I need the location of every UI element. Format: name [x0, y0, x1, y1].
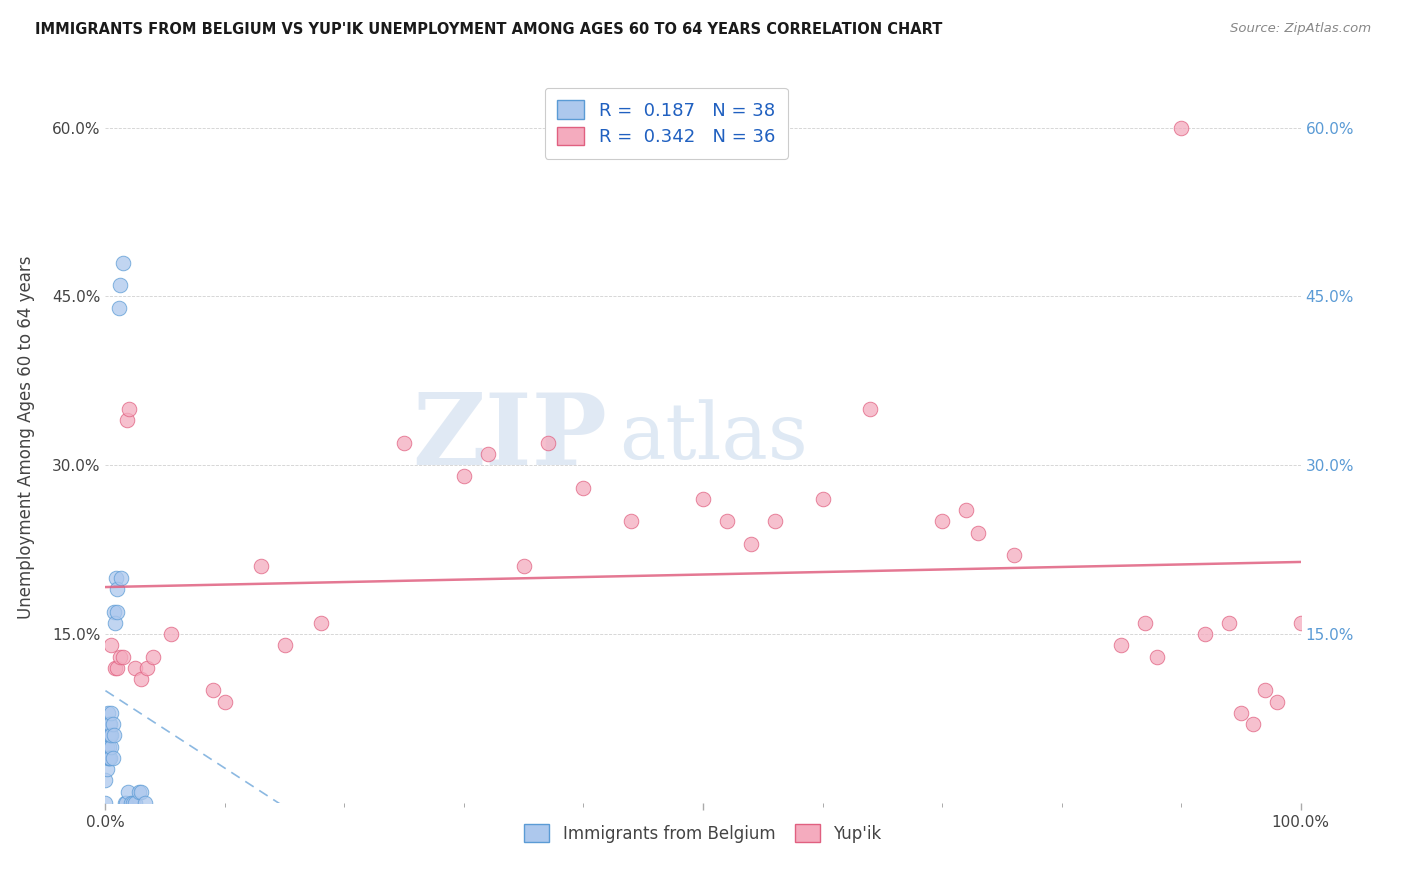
Point	[392, 435, 416, 450]
Point	[716, 515, 738, 529]
Point	[1241, 717, 1264, 731]
Point	[103, 605, 125, 619]
Point	[536, 435, 558, 450]
Point	[118, 401, 141, 416]
Point	[572, 481, 595, 495]
Point	[122, 796, 145, 810]
Point	[98, 739, 121, 754]
Point	[96, 739, 118, 754]
Point	[112, 255, 135, 269]
Point	[250, 559, 273, 574]
Point	[107, 301, 129, 315]
Point	[1133, 615, 1156, 630]
Point	[128, 784, 150, 798]
Point	[98, 751, 121, 765]
Point	[112, 649, 135, 664]
Point	[115, 413, 138, 427]
Point	[114, 796, 136, 810]
Point	[142, 649, 165, 664]
Point	[1194, 627, 1216, 641]
Point	[620, 515, 643, 529]
Point	[104, 661, 127, 675]
Text: ZIP: ZIP	[412, 389, 607, 485]
Point	[129, 672, 153, 686]
Point	[94, 773, 117, 788]
Point	[101, 751, 124, 765]
Point	[1002, 548, 1025, 562]
Point	[160, 627, 183, 641]
Point	[107, 661, 129, 675]
Point	[811, 491, 834, 506]
Point	[107, 605, 129, 619]
Point	[98, 728, 121, 742]
Point	[105, 571, 128, 585]
Point	[94, 796, 117, 810]
Point	[1229, 706, 1251, 720]
Point	[1146, 649, 1168, 664]
Point	[100, 728, 122, 742]
Point	[98, 728, 121, 742]
Point	[101, 717, 124, 731]
Point	[100, 638, 122, 652]
Point	[124, 796, 146, 810]
Point	[97, 751, 120, 765]
Point	[97, 728, 120, 742]
Point	[513, 559, 536, 574]
Text: IMMIGRANTS FROM BELGIUM VS YUP'IK UNEMPLOYMENT AMONG AGES 60 TO 64 YEARS CORRELA: IMMIGRANTS FROM BELGIUM VS YUP'IK UNEMPL…	[35, 22, 942, 37]
Point	[931, 515, 953, 529]
Point	[273, 638, 295, 652]
Point	[1218, 615, 1240, 630]
Point	[129, 784, 153, 798]
Point	[114, 796, 136, 810]
Point	[477, 447, 499, 461]
Point	[214, 694, 236, 708]
Point	[955, 503, 977, 517]
Text: Source: ZipAtlas.com: Source: ZipAtlas.com	[1230, 22, 1371, 36]
Text: atlas: atlas	[619, 400, 808, 475]
Point	[1254, 683, 1277, 698]
Legend: Immigrants from Belgium, Yup'ik: Immigrants from Belgium, Yup'ik	[517, 818, 889, 849]
Point	[309, 615, 332, 630]
Point	[107, 582, 129, 596]
Point	[1111, 638, 1133, 652]
Point	[103, 728, 125, 742]
Point	[98, 717, 121, 731]
Point	[1170, 120, 1192, 135]
Y-axis label: Unemployment Among Ages 60 to 64 years: Unemployment Among Ages 60 to 64 years	[17, 255, 35, 619]
Point	[1265, 694, 1288, 708]
Point	[96, 762, 118, 776]
Point	[100, 739, 122, 754]
Point	[108, 278, 131, 293]
Point	[104, 615, 127, 630]
Point	[763, 515, 786, 529]
Point	[967, 525, 990, 540]
Point	[692, 491, 714, 506]
Point	[98, 751, 121, 765]
Point	[100, 706, 122, 720]
Point	[117, 784, 139, 798]
Point	[108, 649, 131, 664]
Point	[110, 571, 132, 585]
Point	[202, 683, 225, 698]
Point	[120, 796, 142, 810]
Point	[136, 661, 159, 675]
Point	[134, 796, 156, 810]
Point	[97, 706, 120, 720]
Point	[124, 661, 146, 675]
Point	[98, 717, 121, 731]
Point	[859, 401, 882, 416]
Point	[1289, 615, 1312, 630]
Point	[740, 537, 762, 551]
Point	[453, 469, 475, 483]
